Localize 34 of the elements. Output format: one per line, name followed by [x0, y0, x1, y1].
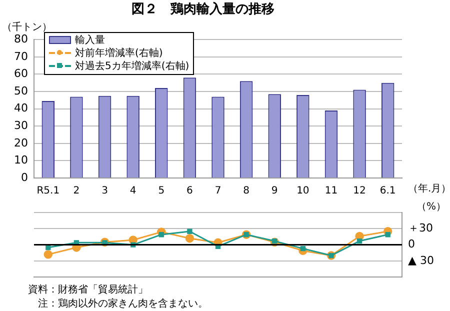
y-tick-label: 80	[14, 32, 28, 46]
x-tick-label: R5.1	[36, 186, 60, 197]
y-axis-title: （千トン）	[2, 21, 52, 34]
x-tick-label: 11	[324, 186, 338, 197]
x-tick-label: 2	[73, 186, 80, 197]
text: 注：鶏肉以外の家きん肉を含まない。	[28, 298, 208, 310]
legend-label: 対前年増減率(右軸)	[75, 46, 163, 60]
x-tick-label: 3	[102, 186, 108, 197]
x-tick-label: 9	[271, 186, 278, 197]
y-tick-label: 10	[14, 154, 28, 167]
x-axis-title: （年.月）	[408, 182, 450, 195]
y-tick-label: 30	[14, 118, 28, 132]
y-tick-label: ▲ 30	[408, 254, 434, 267]
chart-title: 図２ 鶏肉輸入量の推移	[132, 1, 274, 18]
x-tick-label: 5	[158, 186, 165, 197]
text: 資料：財務省「貿易統計」	[28, 284, 148, 296]
x-tick-label: 10	[296, 186, 310, 197]
x-tick-label: 6	[186, 186, 193, 197]
y-tick-label: 0	[21, 170, 28, 184]
y-tick-label: 20	[14, 136, 28, 150]
y-tick-label: 0	[408, 238, 415, 251]
legend-label: 対過去5カ年増減率(右軸)	[75, 60, 190, 73]
y-tick-label: 70	[14, 50, 28, 63]
y-tick-label: 60	[14, 67, 28, 80]
y-tick-label: ＋30	[408, 222, 433, 235]
y-axis-title: （%）	[416, 202, 446, 213]
y-tick-label: 40	[14, 102, 28, 115]
y-tick-label: 50	[14, 84, 28, 98]
x-tick-label: 7	[214, 186, 222, 197]
legend-label: 輸入量	[75, 34, 105, 47]
x-tick-label: 12	[353, 186, 366, 197]
x-tick-label: 8	[243, 186, 250, 197]
x-tick-label: 4	[130, 186, 136, 197]
x-tick-label: 6.1	[380, 186, 396, 197]
